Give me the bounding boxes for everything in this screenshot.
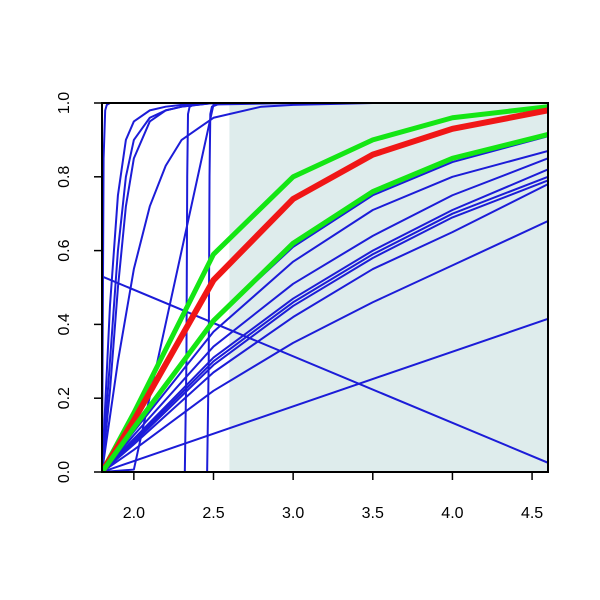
shaded-region: [229, 103, 548, 472]
series-line-3: [102, 103, 548, 472]
series-layer: [102, 103, 548, 472]
y-tick-label: 0.2: [56, 387, 73, 409]
series-line-21: [102, 131, 548, 472]
y-axis: 0.0 0.2 0.4 0.6 0.8 1.0: [56, 92, 102, 483]
series-line-16: [102, 220, 548, 472]
y-tick-label: 1.0: [56, 92, 73, 114]
y-tick-label: 0.4: [56, 313, 73, 335]
series-line-1: [102, 103, 548, 472]
series-line-6: [183, 103, 548, 472]
series-line-2: [102, 103, 548, 472]
series-line-4: [102, 103, 548, 472]
series-line-11: [102, 157, 548, 472]
y-tick-label: 0.0: [56, 461, 73, 483]
x-tick-label: 2.0: [123, 505, 145, 522]
x-axis: 2.0 2.5 3.0 3.5 4.0 4.5: [123, 472, 543, 522]
y-tick-label: 0.6: [56, 239, 73, 261]
series-line-20: [102, 107, 548, 472]
x-tick-label: 4.0: [441, 505, 463, 522]
series-line-5: [102, 103, 548, 472]
plot-frame: [101, 102, 549, 473]
x-tick-label: 3.0: [282, 505, 304, 522]
series-line-15: [102, 183, 548, 472]
x-tick-label: 2.5: [202, 505, 224, 522]
series-line-14: [102, 179, 548, 472]
y-tick-label: 0.8: [56, 166, 73, 188]
x-tick-label: 4.5: [521, 505, 543, 522]
series-line-17: [102, 317, 548, 472]
series-line-18: [102, 275, 548, 464]
x-tick-label: 3.5: [362, 505, 384, 522]
series-line-19: [102, 104, 548, 472]
series-line-12: [102, 168, 548, 472]
series-line-8: [102, 103, 548, 472]
series-line-13: [102, 175, 548, 472]
